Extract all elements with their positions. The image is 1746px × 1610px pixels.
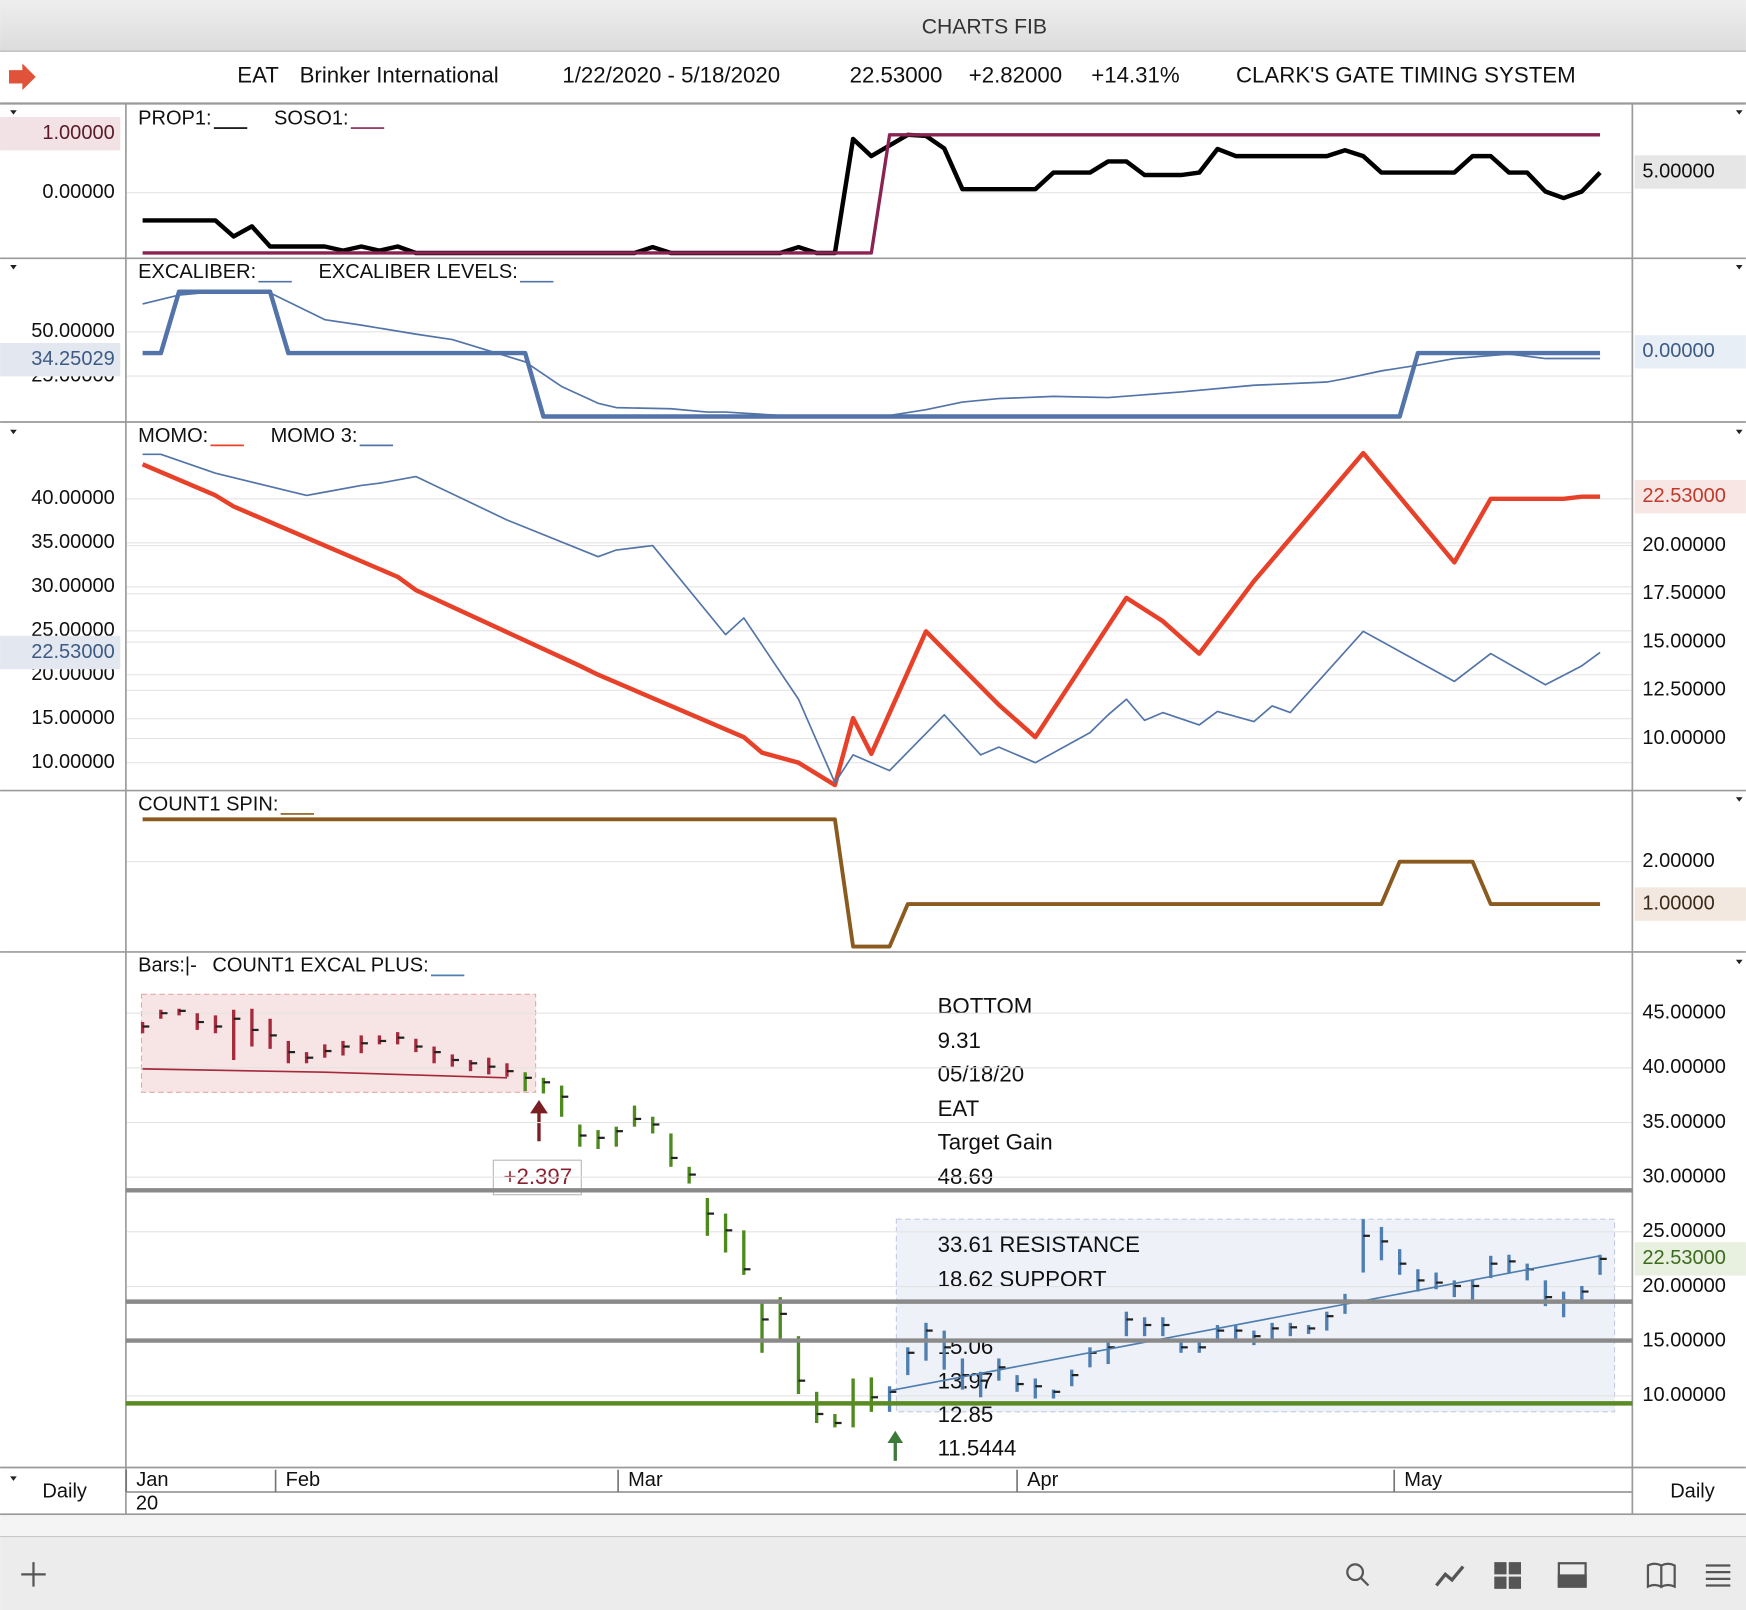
series-line — [142, 289, 1601, 419]
y2-tick-label: 15.00000 — [1642, 1329, 1726, 1351]
x-tick-label: Mar — [628, 1469, 663, 1491]
timeframe[interactable]: Daily — [42, 1480, 87, 1502]
panel — [127, 450, 1632, 788]
change: +2.82000 — [969, 63, 1062, 88]
y2-tick-label: 10.00000 — [1642, 727, 1726, 749]
y2-tick-label: 2.00000 — [1642, 850, 1714, 872]
value-marker-label: 22.53000 — [31, 641, 115, 663]
legend-label: PROP1: — [138, 107, 211, 129]
annotation: EAT — [938, 1096, 980, 1121]
annotation: BOTTOM — [938, 994, 1033, 1019]
y2-tick-label: 15.00000 — [1642, 630, 1726, 652]
system-name: CLARK'S GATE TIMING SYSTEM — [1236, 63, 1576, 88]
panel-menus[interactable] — [10, 110, 1743, 1481]
x-tick-label: Apr — [1027, 1469, 1059, 1491]
annotation: 12.85 — [938, 1402, 994, 1427]
y2-tick-label: 10.00000 — [1642, 1384, 1726, 1406]
panel — [127, 132, 1632, 256]
value-marker — [1634, 335, 1746, 369]
series-line — [142, 1068, 508, 1079]
annotation: 33.61 RESISTANCE — [938, 1232, 1140, 1257]
value-marker — [0, 342, 121, 377]
y2-tick-label: 35.00000 — [1642, 1111, 1726, 1133]
annotations: BOTTOM 9.31 05/18/20 EAT Target Gain 48.… — [938, 994, 1140, 1461]
y2-tick-label: 17.50000 — [1642, 582, 1726, 604]
y2-tick-label: 20.00000 — [1642, 534, 1726, 556]
company: Brinker International — [300, 63, 499, 88]
y-tick-label: 0.00000 — [42, 181, 114, 203]
value-marker — [0, 116, 121, 151]
value-marker-label: 22.53000 — [1642, 485, 1726, 507]
y2-tick-label: 20.00000 — [1642, 1275, 1726, 1297]
y-tick-label: 15.00000 — [31, 707, 115, 729]
value-marker-label: 1.00000 — [1642, 892, 1714, 914]
toolbar-icons[interactable] — [21, 1562, 1731, 1589]
legend-label: SOSO1: — [274, 107, 349, 129]
value-marker-label: 34.25029 — [31, 348, 115, 370]
legend-label: MOMO: — [138, 425, 208, 447]
date-range: 1/22/2020 - 5/18/2020 — [562, 63, 780, 88]
legend-label: Bars:|- — [138, 955, 197, 977]
x-year-label: 20 — [136, 1493, 158, 1515]
x-tick-label: May — [1404, 1469, 1442, 1491]
annotation: 11.5444 — [938, 1436, 1017, 1461]
annotation: Target Gain — [938, 1129, 1053, 1154]
series-line — [142, 133, 1601, 255]
change-percent: +14.31% — [1091, 63, 1179, 88]
value-marker — [0, 635, 121, 670]
value-marker-label: 5.00000 — [1642, 160, 1714, 182]
y2-tick-label: 25.00000 — [1642, 1220, 1726, 1242]
annotation: 9.31 — [938, 1028, 981, 1053]
y2-tick-label: 40.00000 — [1642, 1056, 1726, 1078]
title-bar — [0, 0, 1746, 52]
y-tick-label: 40.00000 — [31, 487, 115, 509]
annotation: 18.62 SUPPORT — [938, 1266, 1107, 1291]
value-marker — [1634, 1242, 1746, 1276]
value-marker-label: 1.00000 — [42, 122, 114, 144]
annotation: 05/18/20 — [938, 1061, 1025, 1086]
y2-tick-label: 30.00000 — [1642, 1165, 1726, 1187]
gain-label: +2.397 — [504, 1164, 573, 1189]
symbol: EAT — [237, 63, 279, 88]
x-tick-label: Jan — [136, 1469, 168, 1491]
window-title: CHARTS FIB — [922, 15, 1047, 38]
legend-label: COUNT1 EXCAL PLUS: — [212, 955, 428, 977]
value-marker — [1634, 155, 1746, 189]
series-line — [142, 453, 1601, 784]
series-line — [142, 132, 1602, 256]
x-tick-label: Feb — [286, 1469, 321, 1491]
panel — [127, 817, 1632, 949]
y2-tick-label: 45.00000 — [1642, 1001, 1726, 1023]
legend-label: EXCALIBER: — [138, 261, 256, 283]
up-arrow — [530, 1100, 548, 1142]
series-line — [889, 1255, 1601, 1392]
y2-tick-label: 12.50000 — [1642, 679, 1726, 701]
annotation: 48.69 — [938, 1164, 994, 1189]
legend-label: COUNT1 SPIN: — [138, 793, 278, 815]
panel — [127, 1008, 1632, 1428]
y-tick-label: 25.00000 — [31, 619, 115, 641]
series-line — [142, 817, 1601, 949]
legend-label: EXCALIBER LEVELS: — [319, 261, 518, 283]
y-tick-label: 30.00000 — [31, 575, 115, 597]
y-tick-label: 35.00000 — [31, 531, 115, 553]
series-line — [141, 450, 1601, 788]
value-marker — [1634, 887, 1746, 921]
up-arrow — [887, 1430, 904, 1461]
y-tick-label: 10.00000 — [31, 751, 115, 773]
value-marker-label: 22.53000 — [1642, 1247, 1726, 1269]
last-price: 22.53000 — [850, 63, 943, 88]
timeframe[interactable]: Daily — [1670, 1480, 1715, 1502]
panel-frame — [0, 103, 1746, 1516]
y-tick-label: 50.00000 — [31, 320, 115, 342]
panel — [127, 289, 1632, 419]
value-marker-label: 0.00000 — [1642, 340, 1714, 362]
info-bar — [0, 52, 1746, 103]
toolbar — [0, 1536, 1746, 1610]
scroll-area — [0, 1515, 1746, 1537]
legend-label: MOMO 3: — [271, 425, 358, 447]
value-marker — [1634, 479, 1746, 514]
